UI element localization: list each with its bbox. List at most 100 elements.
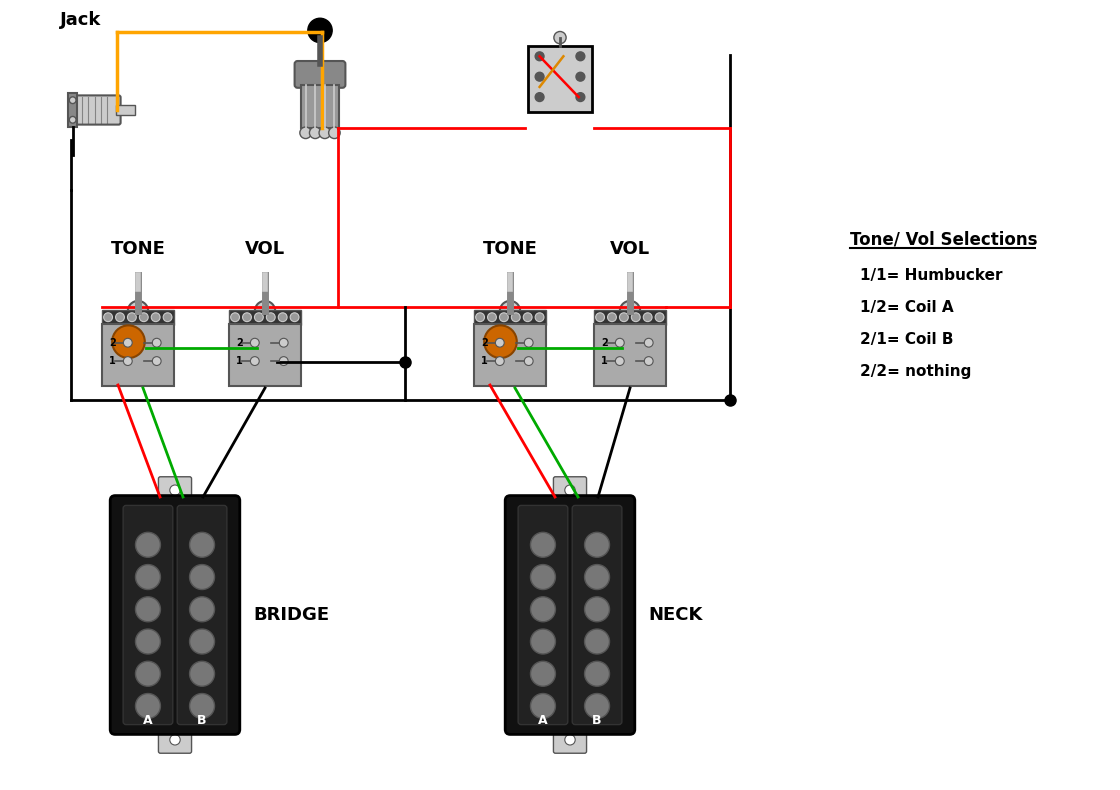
Circle shape	[104, 313, 112, 322]
Circle shape	[136, 694, 160, 718]
Text: 2: 2	[482, 337, 488, 348]
Circle shape	[596, 313, 605, 322]
Circle shape	[535, 52, 544, 61]
Circle shape	[632, 313, 641, 322]
Circle shape	[619, 301, 641, 322]
Text: 1: 1	[482, 356, 488, 366]
Circle shape	[152, 338, 161, 347]
Circle shape	[607, 313, 616, 322]
Circle shape	[585, 565, 609, 589]
Circle shape	[115, 313, 124, 322]
FancyBboxPatch shape	[572, 506, 622, 724]
Circle shape	[308, 18, 333, 43]
Circle shape	[328, 127, 340, 138]
Circle shape	[136, 565, 160, 589]
Bar	[595, 324, 665, 386]
Circle shape	[290, 313, 299, 322]
Circle shape	[300, 127, 311, 138]
Text: 1: 1	[236, 356, 243, 366]
Text: VOL: VOL	[610, 240, 650, 258]
Circle shape	[128, 301, 148, 322]
Circle shape	[319, 127, 330, 138]
Circle shape	[535, 313, 544, 322]
Bar	[68, 93, 77, 127]
Circle shape	[123, 338, 132, 347]
Circle shape	[564, 485, 576, 495]
Circle shape	[554, 32, 566, 43]
Text: 1/1= Humbucker: 1/1= Humbucker	[860, 268, 1002, 283]
Circle shape	[585, 661, 609, 687]
Circle shape	[531, 565, 556, 589]
Circle shape	[531, 694, 556, 718]
Circle shape	[512, 313, 520, 322]
Circle shape	[255, 301, 276, 322]
Circle shape	[136, 596, 160, 622]
Circle shape	[585, 694, 609, 718]
Circle shape	[123, 356, 132, 366]
Circle shape	[189, 661, 215, 687]
Circle shape	[524, 338, 533, 347]
Circle shape	[189, 694, 215, 718]
Circle shape	[279, 338, 288, 347]
FancyBboxPatch shape	[177, 506, 227, 724]
Circle shape	[531, 596, 556, 622]
Text: B: B	[592, 713, 601, 727]
Circle shape	[495, 356, 504, 366]
FancyBboxPatch shape	[75, 96, 121, 125]
Bar	[102, 310, 174, 325]
Bar	[474, 310, 545, 325]
Circle shape	[619, 313, 628, 322]
Circle shape	[535, 72, 544, 81]
Circle shape	[576, 72, 585, 81]
Text: 1/2= Coil A: 1/2= Coil A	[860, 300, 953, 315]
FancyBboxPatch shape	[519, 506, 568, 724]
Circle shape	[523, 313, 532, 322]
Circle shape	[615, 338, 624, 347]
Text: TONE: TONE	[111, 240, 166, 258]
Circle shape	[136, 629, 160, 654]
Text: A: A	[538, 713, 548, 727]
Circle shape	[189, 629, 215, 654]
Circle shape	[189, 532, 215, 557]
Text: 2: 2	[236, 337, 243, 348]
Circle shape	[170, 485, 180, 495]
Circle shape	[243, 313, 251, 322]
Circle shape	[69, 116, 76, 123]
Circle shape	[487, 313, 496, 322]
Text: NECK: NECK	[648, 606, 702, 624]
Bar	[230, 310, 300, 325]
FancyBboxPatch shape	[553, 476, 587, 502]
Circle shape	[128, 313, 137, 322]
FancyBboxPatch shape	[158, 728, 192, 753]
Circle shape	[152, 356, 161, 366]
Text: 2/2= nothing: 2/2= nothing	[860, 364, 971, 379]
Circle shape	[585, 532, 609, 557]
Circle shape	[279, 356, 288, 366]
Circle shape	[254, 313, 263, 322]
Text: Jack: Jack	[60, 11, 102, 29]
Bar	[474, 324, 545, 386]
Circle shape	[576, 92, 585, 102]
FancyBboxPatch shape	[158, 476, 192, 502]
Text: 2/1= Coil B: 2/1= Coil B	[860, 332, 953, 347]
Text: 1: 1	[601, 356, 608, 366]
Circle shape	[535, 92, 544, 102]
Text: BRIDGE: BRIDGE	[253, 606, 329, 624]
Circle shape	[151, 313, 160, 322]
FancyBboxPatch shape	[295, 61, 345, 88]
FancyBboxPatch shape	[110, 495, 240, 735]
Text: B: B	[197, 713, 207, 727]
Circle shape	[531, 629, 556, 654]
Circle shape	[500, 301, 520, 322]
Circle shape	[585, 596, 609, 622]
Circle shape	[531, 661, 556, 687]
Circle shape	[267, 313, 276, 322]
Circle shape	[495, 338, 504, 347]
Circle shape	[644, 338, 653, 347]
Circle shape	[500, 313, 508, 322]
Circle shape	[189, 565, 215, 589]
Text: 2: 2	[109, 337, 115, 348]
FancyBboxPatch shape	[505, 495, 635, 735]
Text: 1: 1	[109, 356, 115, 366]
Circle shape	[585, 629, 609, 654]
